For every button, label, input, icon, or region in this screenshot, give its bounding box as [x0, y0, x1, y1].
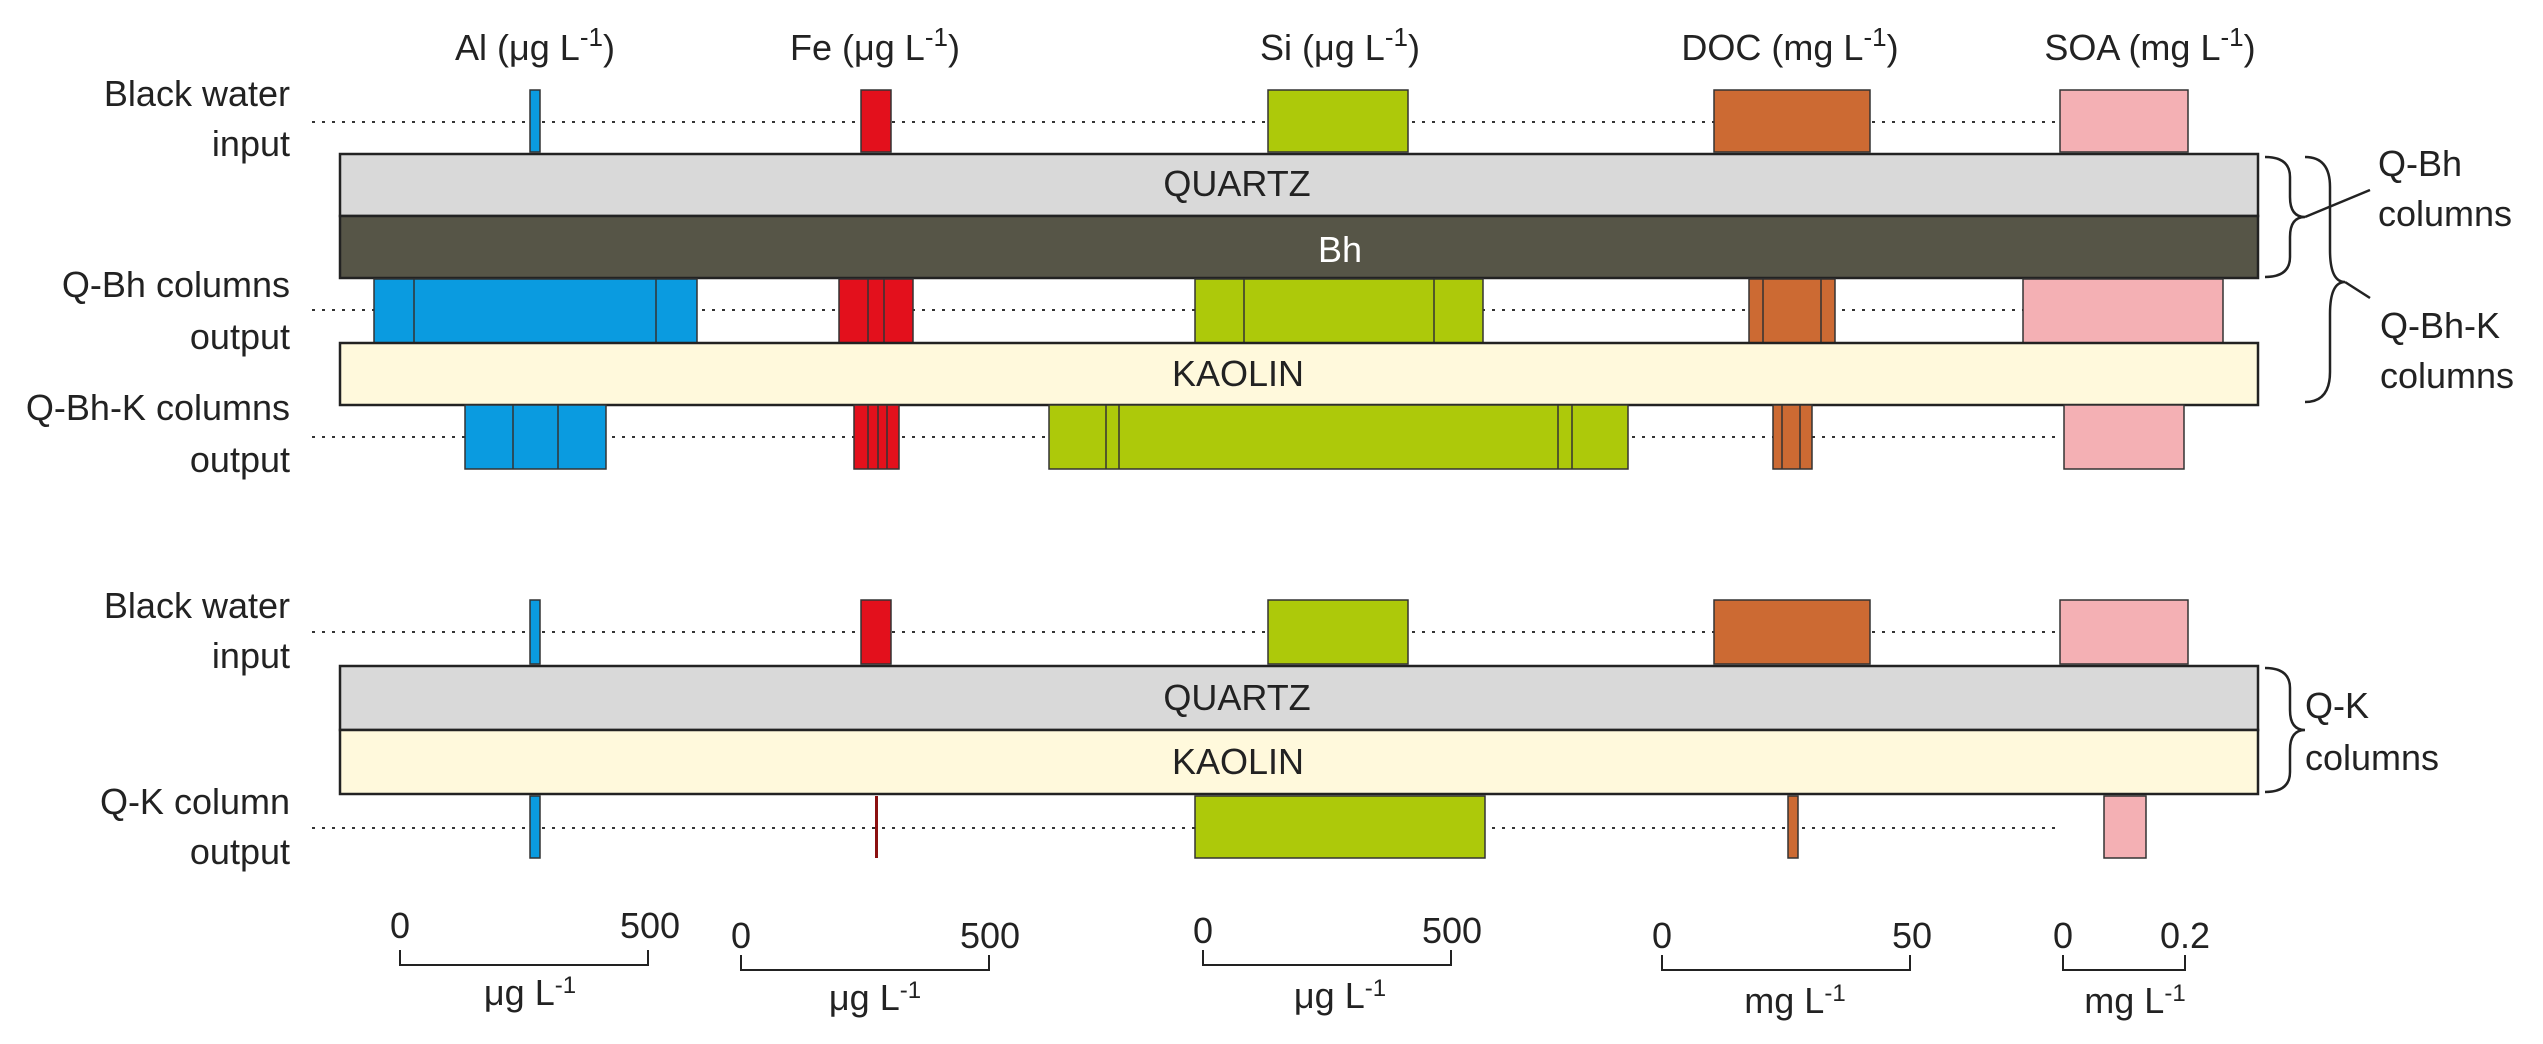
bar-soa-black-water-bottom [2059, 599, 2189, 665]
scale-fe-unit: μg L-1 [829, 977, 921, 1018]
bar-soa-q-bh-output [2022, 278, 2224, 344]
row-label-black-water-input-top: Black water input [104, 73, 290, 164]
layer-quartz-bottom-label: QUARTZ [1163, 677, 1310, 718]
scale-doc-unit: mg L-1 [1744, 980, 1845, 1021]
bar-al-q-k-output [529, 795, 541, 859]
bracket-q-bh [2264, 155, 2306, 279]
bracket-label-q-bh-k: Q-Bh-K columns [2380, 305, 2514, 396]
scale-si-min: 0 [1193, 910, 1213, 951]
bracket-label-q-k: Q-K columns [2305, 685, 2439, 778]
bracket-q-bh-k-pointer [2344, 280, 2371, 300]
header-si: Si (μg L-1) [1260, 22, 1420, 68]
bar-si-q-k-output [1194, 795, 1486, 859]
bar-fe-black-water-top [860, 89, 892, 153]
layer-bh [338, 214, 2260, 280]
scale-bar-fe [740, 955, 990, 971]
scale-si-unit: μg L-1 [1294, 975, 1386, 1016]
bracket-label-q-bh: Q-Bh columns [2378, 143, 2512, 234]
row-label-q-bh-columns-output: Q-Bh columns output [62, 264, 290, 357]
scale-soa-unit: mg L-1 [2084, 980, 2185, 1021]
layer-kaolin-bottom [338, 728, 2260, 796]
scale-soa-min: 0 [2053, 915, 2073, 956]
bar-doc-q-k-output [1787, 795, 1799, 859]
bar-fe-q-k-output [875, 796, 878, 858]
scale-bar-si [1202, 950, 1452, 966]
bar-soa-q-bh-k-output [2063, 404, 2185, 470]
scale-fe-max: 500 [960, 915, 1020, 956]
layer-quartz-top [338, 152, 2260, 218]
layer-kaolin-top [338, 341, 2260, 407]
scale-bar-al [399, 950, 649, 966]
layer-kaolin-top-label: KAOLIN [1172, 353, 1304, 394]
row-label-q-bh-k-columns-output: Q-Bh-K columns output [26, 387, 290, 480]
row-label-black-water-input-bottom: Black water input [104, 585, 290, 676]
bar-al-black-water-top [529, 89, 541, 153]
scale-soa-max: 0.2 [2160, 915, 2210, 956]
layer-bh-label: Bh [1318, 229, 1362, 270]
scale-bar-doc [1661, 955, 1911, 971]
bar-doc-q-bh-output [1748, 278, 1836, 344]
bar-al-q-bh-k-output [464, 404, 607, 470]
bar-si-q-bh-output [1194, 278, 1484, 344]
bracket-q-k [2264, 666, 2306, 794]
layer-quartz-top-label: QUARTZ [1163, 163, 1310, 204]
bar-al-black-water-bottom [529, 599, 541, 665]
header-al: Al (μg L-1) [455, 22, 615, 68]
bar-soa-q-k-output [2103, 795, 2147, 859]
bar-si-black-water-top [1267, 89, 1409, 153]
header-soa: SOA (mg L-1) [2044, 22, 2255, 68]
layer-kaolin-bottom-label: KAOLIN [1172, 741, 1304, 782]
bar-si-q-bh-k-output [1048, 404, 1629, 470]
bar-soa-black-water-top [2059, 89, 2189, 153]
bar-doc-q-bh-k-output [1772, 404, 1813, 470]
scale-al-max: 500 [620, 905, 680, 946]
bar-si-black-water-bottom [1267, 599, 1409, 665]
bar-fe-black-water-bottom [860, 599, 892, 665]
scale-bar-soa [2062, 955, 2186, 971]
scale-al-unit: μg L-1 [484, 972, 576, 1013]
bar-doc-black-water-top [1713, 89, 1871, 153]
bar-al-q-bh-output [373, 278, 698, 344]
bar-fe-q-bh-output [838, 278, 914, 344]
row-label-q-k-column-output: Q-K column output [100, 781, 290, 872]
header-fe: Fe (μg L-1) [790, 22, 960, 68]
bracket-q-bh-k [2304, 155, 2346, 404]
scale-fe-min: 0 [731, 915, 751, 956]
bar-doc-black-water-bottom [1713, 599, 1871, 665]
header-doc: DOC (mg L-1) [1681, 22, 1898, 68]
scale-doc-min: 0 [1652, 915, 1672, 956]
scale-si-max: 500 [1422, 910, 1482, 951]
bar-fe-q-bh-k-output [853, 404, 900, 470]
scale-doc-max: 50 [1892, 915, 1932, 956]
bracket-q-bh-pointer [2304, 188, 2371, 219]
scale-al-min: 0 [390, 905, 410, 946]
